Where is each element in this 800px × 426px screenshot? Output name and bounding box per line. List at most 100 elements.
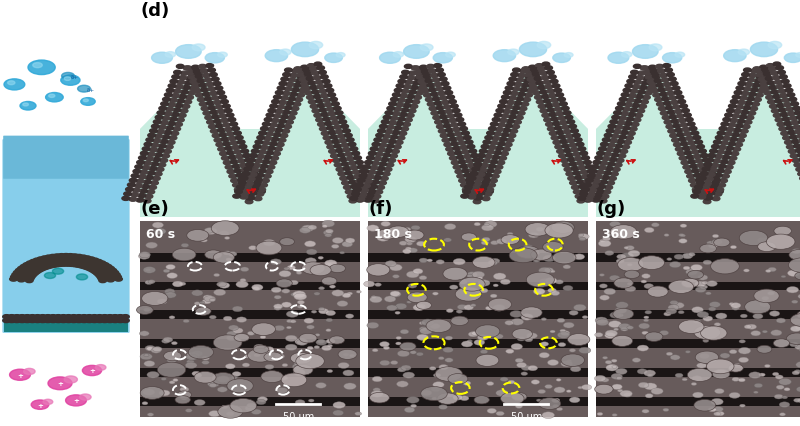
Circle shape [695,287,706,293]
Circle shape [466,274,473,278]
Circle shape [674,110,682,114]
Circle shape [175,46,202,59]
Circle shape [646,87,654,91]
Circle shape [354,156,362,161]
Circle shape [223,161,231,165]
Circle shape [157,112,165,115]
Circle shape [399,95,407,98]
Circle shape [680,105,687,109]
Circle shape [62,262,70,267]
Circle shape [59,262,66,267]
Bar [596,311,800,320]
Circle shape [482,181,490,185]
Circle shape [138,194,146,198]
Circle shape [354,188,362,192]
Circle shape [521,314,533,320]
Circle shape [143,389,155,395]
Circle shape [266,132,274,137]
Circle shape [516,79,524,83]
Circle shape [80,315,88,319]
Circle shape [776,318,786,323]
Circle shape [392,131,399,135]
Circle shape [308,101,316,105]
Circle shape [430,324,440,329]
Circle shape [614,164,622,167]
Circle shape [457,175,465,179]
Circle shape [245,355,250,358]
Circle shape [792,249,800,254]
Circle shape [550,330,555,333]
Circle shape [41,256,49,260]
Circle shape [506,120,514,124]
Circle shape [738,348,750,354]
Text: 50 μm: 50 μm [510,412,542,421]
Circle shape [318,71,326,75]
Circle shape [317,86,325,89]
Circle shape [405,100,413,104]
Circle shape [546,104,553,108]
Circle shape [166,127,174,131]
Circle shape [192,371,201,376]
Circle shape [711,164,719,168]
Circle shape [478,172,486,176]
Circle shape [701,173,709,177]
Circle shape [168,85,176,89]
Circle shape [135,165,142,170]
Circle shape [140,171,148,175]
Circle shape [316,383,326,389]
Circle shape [691,195,698,199]
Circle shape [623,89,630,93]
Circle shape [352,152,360,156]
Circle shape [406,114,414,118]
Circle shape [646,76,653,80]
Circle shape [779,127,786,132]
Circle shape [161,103,169,106]
Circle shape [406,271,419,278]
Circle shape [305,241,316,247]
Circle shape [683,166,690,170]
Circle shape [481,183,488,187]
Circle shape [774,227,791,236]
Circle shape [285,69,292,73]
Circle shape [775,118,783,123]
Circle shape [614,112,622,115]
Circle shape [628,95,636,98]
Circle shape [578,347,591,354]
Circle shape [326,319,333,322]
Circle shape [294,84,301,88]
Circle shape [117,319,124,323]
Circle shape [710,168,717,173]
Circle shape [165,289,175,295]
Circle shape [375,172,383,176]
Circle shape [410,351,417,354]
Circle shape [730,246,737,249]
Circle shape [464,174,472,178]
Circle shape [740,404,745,407]
Circle shape [692,188,700,192]
Circle shape [610,173,618,176]
Circle shape [586,179,593,183]
Circle shape [467,340,472,343]
Circle shape [218,148,226,152]
Circle shape [280,50,291,56]
Circle shape [694,320,701,324]
Circle shape [537,42,550,49]
Circle shape [639,105,646,109]
Circle shape [143,308,150,312]
Circle shape [738,378,746,382]
Circle shape [559,103,567,106]
Circle shape [678,239,687,244]
Circle shape [769,86,777,90]
Circle shape [205,54,224,64]
Circle shape [222,105,230,109]
Circle shape [574,254,585,260]
Circle shape [78,86,90,93]
Circle shape [202,93,210,97]
Circle shape [777,123,785,127]
Circle shape [265,347,274,351]
Circle shape [319,109,327,113]
Circle shape [149,167,157,171]
Circle shape [201,89,209,92]
Circle shape [630,109,638,113]
Circle shape [794,112,800,115]
